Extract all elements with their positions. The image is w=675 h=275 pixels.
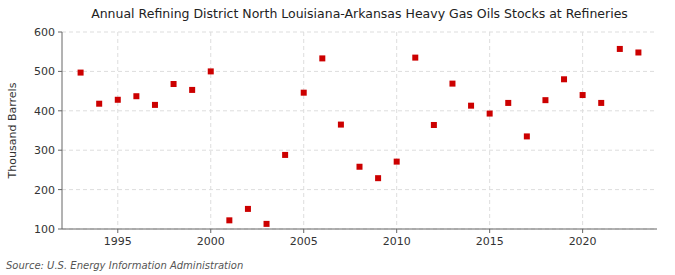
point <box>282 152 288 158</box>
x-axis-line <box>62 229 657 230</box>
point <box>226 217 232 223</box>
point <box>264 221 270 227</box>
x-tick <box>582 229 583 233</box>
point <box>505 100 511 106</box>
y-grid-line <box>62 150 657 151</box>
y-tick <box>58 110 62 111</box>
x-tick-label: 2015 <box>476 235 504 248</box>
y-axis-line <box>62 32 63 229</box>
x-tick-label: 2010 <box>383 235 411 248</box>
point <box>319 55 325 61</box>
point <box>152 102 158 108</box>
point <box>412 55 418 61</box>
y-axis-label: Thousand Barrels <box>6 82 19 179</box>
x-grid-line <box>303 32 304 229</box>
x-tick <box>303 229 304 233</box>
point <box>115 97 121 103</box>
x-grid-line <box>117 32 118 229</box>
point <box>245 206 251 212</box>
y-tick-label: 600 <box>34 26 55 39</box>
y-tick <box>58 150 62 151</box>
point <box>394 159 400 165</box>
x-tick-label: 2000 <box>197 235 225 248</box>
y-grid-line <box>62 71 657 72</box>
point <box>301 90 307 96</box>
y-tick <box>58 71 62 72</box>
point <box>580 92 586 98</box>
y-grid-line <box>62 32 657 33</box>
point <box>375 175 381 181</box>
point <box>208 68 214 74</box>
chart-title: Annual Refining District North Louisiana… <box>91 6 628 21</box>
y-tick-label: 200 <box>34 184 55 197</box>
y-tick <box>58 229 62 230</box>
x-grid-line <box>582 32 583 229</box>
y-tick <box>58 189 62 190</box>
point <box>338 122 344 128</box>
y-tick-label: 400 <box>34 105 55 118</box>
x-grid-line <box>396 32 397 229</box>
point <box>449 81 455 87</box>
point <box>487 111 493 117</box>
points <box>78 46 642 227</box>
y-grid-line <box>62 189 657 190</box>
point <box>171 81 177 87</box>
chart: 1995 2000 2005 2010 2015 2020 100 200 300 400 500 6… <box>0 0 675 275</box>
point <box>96 101 102 107</box>
y-tick-label: 100 <box>34 223 55 236</box>
x-grid-line <box>489 32 490 229</box>
x-tick-label: 2005 <box>290 235 318 248</box>
point <box>357 164 363 170</box>
x-tick <box>210 229 211 233</box>
y-tick <box>58 32 62 33</box>
point <box>635 49 641 55</box>
point <box>78 70 84 76</box>
y-grid-line <box>62 229 657 230</box>
x-grid-line <box>210 32 211 229</box>
point <box>133 93 139 99</box>
y-grid-line <box>62 110 657 111</box>
point <box>468 103 474 109</box>
y-tick-label: 500 <box>34 65 55 78</box>
grid <box>62 32 657 229</box>
source-note: Source: U.S. Energy Information Administ… <box>6 260 243 271</box>
point <box>189 87 195 93</box>
x-tick-label: 2020 <box>569 235 597 248</box>
x-tick <box>489 229 490 233</box>
point <box>524 133 530 139</box>
point <box>542 97 548 103</box>
axes: 1995 2000 2005 2010 2015 2020 100 200 300 400 500 6… <box>34 26 657 248</box>
x-tick-label: 1995 <box>104 235 132 248</box>
x-tick <box>396 229 397 233</box>
point <box>598 100 604 106</box>
y-tick-label: 300 <box>34 144 55 157</box>
point <box>561 76 567 82</box>
point <box>617 46 623 52</box>
chart-container: 1995 2000 2005 2010 2015 2020 100 200 300 400 500 6… <box>0 0 675 275</box>
x-tick <box>117 229 118 233</box>
point <box>431 122 437 128</box>
